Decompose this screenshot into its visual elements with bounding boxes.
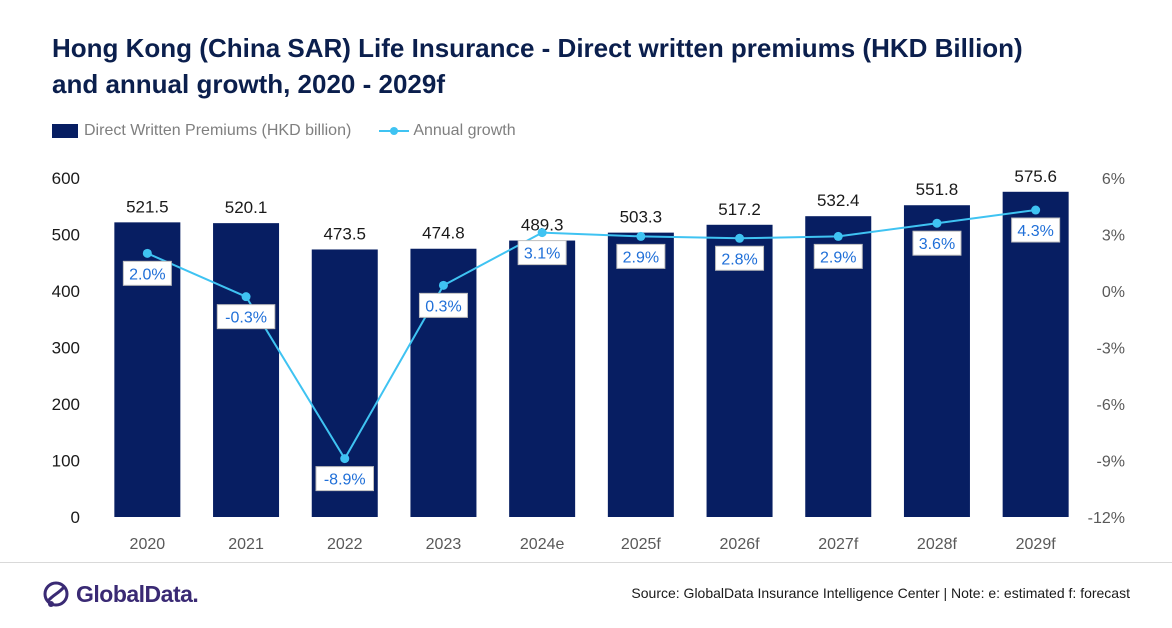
- growth-point: [537, 228, 547, 238]
- legend-label-growth: Annual growth: [413, 122, 516, 139]
- y-right-tick-label: 0%: [1102, 284, 1125, 301]
- growth-label-box: [616, 243, 666, 269]
- growth-value-label: -0.3%: [225, 310, 267, 327]
- y-right-tick-label: 6%: [1102, 171, 1125, 188]
- footer-divider: [0, 562, 1172, 563]
- growth-value-label: 2.9%: [623, 249, 659, 266]
- premium-value-label: 489.3: [521, 216, 564, 235]
- y-right-tick-label: 3%: [1102, 228, 1125, 245]
- y-right-tick-label: -3%: [1097, 341, 1125, 358]
- growth-label-box: [1011, 217, 1061, 243]
- growth-label-box: [216, 304, 276, 330]
- globaldata-logo-icon: [43, 581, 69, 607]
- premium-value-label: 521.5: [126, 197, 169, 216]
- y-left-tick-label: 200: [52, 395, 80, 414]
- y-left-tick-label: 500: [52, 226, 80, 245]
- growth-value-label: 3.6%: [919, 236, 955, 253]
- legend-item-premiums: Direct Written Premiums (HKD billion): [52, 122, 351, 140]
- y-left-tick-label: 600: [52, 169, 80, 188]
- premium-value-label: 503.3: [620, 208, 663, 227]
- growth-value-label: 4.3%: [1017, 223, 1053, 240]
- growth-point: [833, 231, 843, 241]
- premium-value-label: 473.5: [323, 224, 366, 243]
- x-tick-label: 2029f: [1016, 536, 1057, 553]
- growth-label-box: [122, 260, 172, 286]
- growth-label-box: [418, 292, 468, 318]
- chart-title: Hong Kong (China SAR) Life Insurance - D…: [52, 30, 1142, 102]
- growth-point: [340, 454, 350, 464]
- growth-label-box: [517, 240, 567, 266]
- x-tick-label: 2021: [228, 536, 264, 553]
- premium-value-label: 575.6: [1014, 167, 1057, 186]
- growth-label-box: [715, 245, 765, 271]
- y-left-tick-label: 0: [71, 508, 80, 527]
- growth-value-label: 2.9%: [820, 249, 856, 266]
- globaldata-logo-text: GlobalData.: [76, 580, 199, 607]
- growth-point: [438, 280, 448, 290]
- premium-bar: [213, 223, 280, 517]
- x-tick-label: 2022: [327, 536, 363, 553]
- growth-point: [932, 218, 942, 228]
- globaldata-logo: GlobalData.: [42, 580, 199, 608]
- growth-point: [142, 248, 152, 258]
- premium-value-label: 551.8: [916, 180, 959, 199]
- x-tick-label: 2028f: [917, 536, 958, 553]
- y-left-tick-label: 400: [52, 282, 80, 301]
- y-right-tick-label: -12%: [1088, 510, 1125, 527]
- premium-bar: [706, 224, 773, 518]
- legend-label-premiums: Direct Written Premiums (HKD billion): [84, 122, 352, 139]
- x-tick-label: 2020: [130, 536, 166, 553]
- x-tick-label: 2023: [426, 536, 462, 553]
- chart-title-line-2: and annual growth, 2020 - 2029f: [52, 69, 445, 99]
- x-tick-label: 2025f: [621, 536, 662, 553]
- growth-value-label: 2.8%: [721, 251, 757, 268]
- growth-value-label: 3.1%: [524, 246, 560, 263]
- y-left-tick-label: 300: [52, 339, 80, 358]
- y-left-tick-label: 100: [52, 452, 80, 471]
- premium-bar: [1002, 191, 1069, 517]
- legend-line-swatch: [379, 124, 410, 138]
- legend-bar-swatch: [52, 124, 78, 138]
- chart-plot: 0 100 200 300 400 500 600 -12% -9% -6% -3% 0% 3% 6% 52…: [52, 167, 1125, 553]
- growth-point: [1031, 205, 1041, 215]
- chart-legend: Direct Written Premiums (HKD billion) An…: [52, 120, 544, 142]
- x-tick-label: 2027f: [818, 536, 859, 553]
- y-right-tick-label: -9%: [1097, 454, 1125, 471]
- chart-title-line-1: Hong Kong (China SAR) Life Insurance - D…: [52, 33, 1023, 63]
- source-note: Source: GlobalData Insurance Intelligenc…: [631, 585, 1130, 601]
- growth-value-label: 2.0%: [129, 266, 165, 283]
- x-tick-label: 2024e: [520, 536, 565, 553]
- growth-point: [241, 292, 251, 302]
- premium-value-label: 474.8: [422, 224, 465, 243]
- premium-bar: [607, 232, 674, 517]
- growth-point: [636, 231, 646, 241]
- growth-label-box: [315, 466, 374, 492]
- growth-point: [735, 233, 745, 243]
- premium-bar: [903, 205, 970, 517]
- premium-value-label: 532.4: [817, 191, 860, 210]
- premium-bar: [509, 240, 576, 517]
- premium-value-label: 517.2: [718, 200, 761, 219]
- x-tick-label: 2026f: [720, 536, 761, 553]
- growth-label-box: [912, 230, 962, 256]
- growth-value-label: 0.3%: [425, 298, 461, 315]
- growth-line: [146, 209, 1036, 461]
- growth-value-label: -8.9%: [324, 472, 366, 489]
- y-right-tick-label: -6%: [1097, 397, 1125, 414]
- legend-item-growth: Annual growth: [379, 122, 516, 140]
- premium-value-label: 520.1: [225, 198, 268, 217]
- growth-label-box: [813, 243, 863, 269]
